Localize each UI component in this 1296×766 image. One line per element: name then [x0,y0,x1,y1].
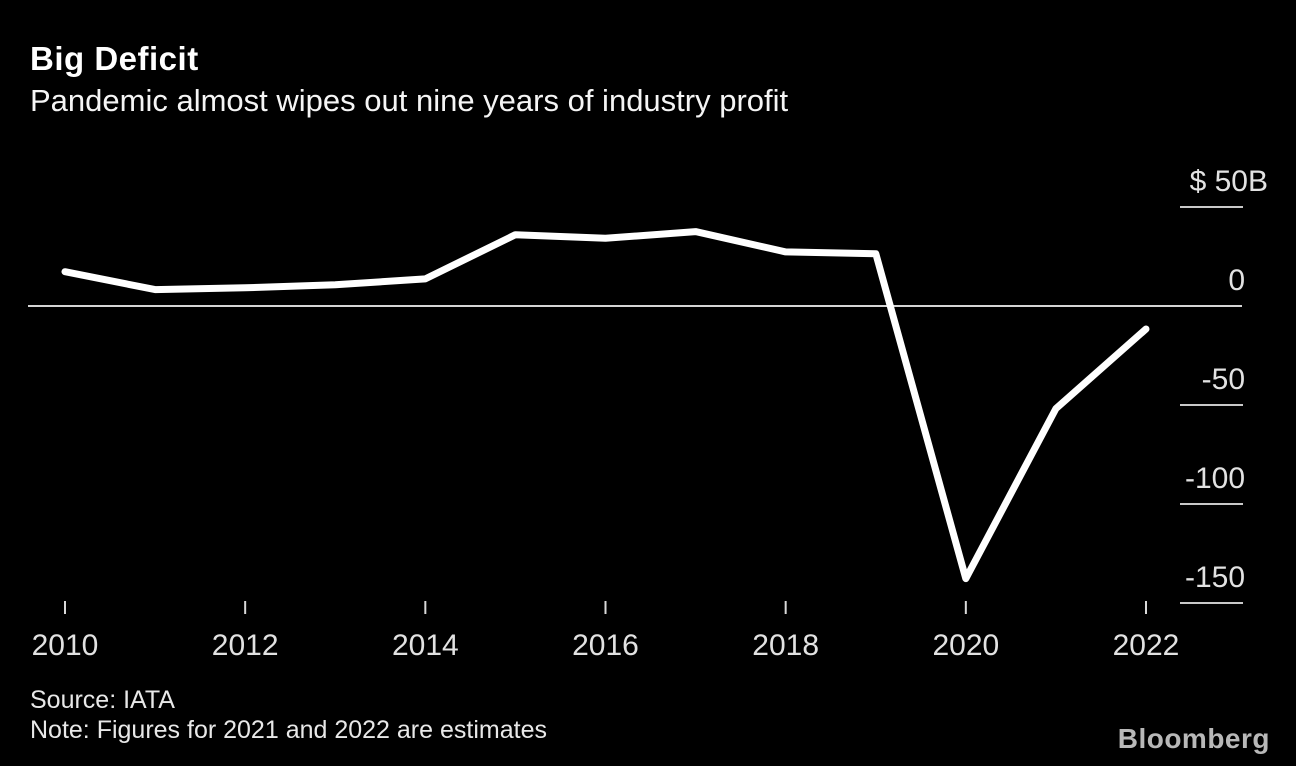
y-axis-label: 0 [1228,264,1245,297]
y-axis-label: -50 [1202,363,1245,396]
y-axis-label: -150 [1185,561,1245,594]
chart-subtitle: Pandemic almost wipes out nine years of … [30,83,789,118]
y-axis-label: $ 50B [1190,165,1268,198]
x-axis-label: 2018 [752,629,819,662]
profit-line [61,228,1150,583]
x-axis-label: 2014 [392,629,459,662]
x-axis-label: 2012 [212,629,279,662]
note-text: Note: Figures for 2021 and 2022 are esti… [30,716,547,744]
x-axis-label: 2020 [932,629,999,662]
x-axis-label: 2022 [1113,629,1180,662]
bloomberg-logo: Bloomberg [1117,723,1270,754]
chart-footnotes: Source: IATA Note: Figures for 2021 and … [30,685,547,745]
chart-title: Big Deficit [30,40,199,77]
x-axis-label: 2010 [32,629,99,662]
chart-header: Big Deficit Pandemic almost wipes out ni… [30,40,788,118]
y-axis-label: -100 [1185,462,1245,495]
x-axis-label: 2016 [572,629,639,662]
source-text: Source: IATA [30,686,175,714]
